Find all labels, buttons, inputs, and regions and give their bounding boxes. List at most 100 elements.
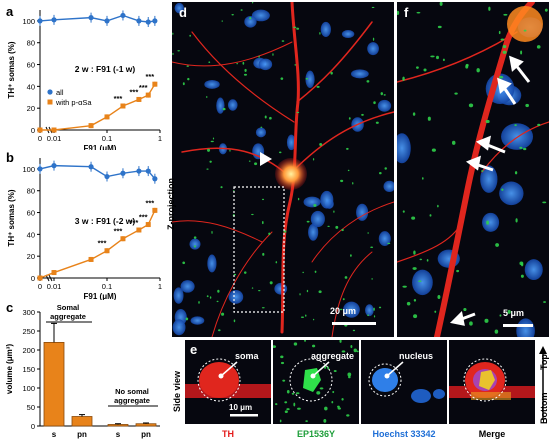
stain-dot: [426, 259, 429, 262]
stain-dot: [344, 276, 348, 279]
stain-dot: [280, 355, 284, 359]
stain-dot: [207, 254, 217, 273]
y-tick-label: 20: [27, 252, 35, 261]
stain-dot: [339, 340, 342, 343]
stain-dot: [254, 162, 258, 166]
x-tick-label: 0: [38, 282, 42, 291]
stain-dot: [303, 196, 321, 208]
y-tick-label: 150: [22, 365, 35, 374]
stain-dot: [383, 180, 394, 193]
stain-dot: [469, 321, 473, 326]
bar-label: s: [116, 430, 121, 439]
stain-dot: [217, 289, 220, 293]
stain-dot: [378, 306, 382, 309]
side-view-th: e soma 10 μm: [185, 340, 271, 424]
stain-dot: [284, 410, 288, 413]
stain-dot: [346, 147, 349, 150]
stain-dot: [397, 10, 400, 15]
stain-dot: [465, 64, 469, 69]
significance-stars: ***: [130, 218, 139, 227]
stain-dot: [216, 97, 225, 114]
stain-dot: [372, 37, 375, 41]
y-tick-label: 200: [22, 346, 35, 355]
side-view-ep1536y: aggregate: [273, 340, 359, 424]
stain-dot: [221, 20, 223, 22]
stain-dot: [269, 281, 273, 285]
stain-dot: [261, 221, 264, 225]
stain-dot: [233, 319, 236, 323]
panel-c-label: c: [6, 300, 14, 315]
stain-dot: [212, 137, 215, 140]
y-tick-label: 250: [22, 327, 35, 336]
x-axis-label: F91 (μM): [84, 144, 117, 150]
stain-dot: [210, 140, 214, 143]
stain-dot: [182, 261, 186, 265]
y-tick-label: 60: [27, 209, 35, 218]
stain-dot: [484, 318, 489, 323]
bar-label: pn: [141, 430, 151, 439]
stain-dot: [295, 392, 300, 395]
stain-dot: [498, 75, 504, 79]
stain-dot: [437, 204, 439, 208]
stain-dot: [280, 361, 285, 365]
stain-dot: [379, 171, 382, 175]
stain-dot: [427, 116, 431, 121]
stain-dot: [431, 148, 436, 152]
panel-e-label: e: [190, 342, 198, 357]
stain-dot: [320, 21, 331, 37]
stain-dot: [236, 62, 238, 65]
stain-dot: [177, 50, 180, 52]
stain-dot: [193, 245, 197, 248]
channel-merge-label: Merge: [478, 429, 506, 439]
stain-dot: [476, 68, 480, 73]
stain-dot: [536, 45, 541, 49]
stain-dot: [347, 169, 350, 172]
data-point: [88, 123, 94, 129]
stain-dot: [485, 119, 490, 124]
stain-dot: [488, 6, 491, 11]
data-point: [88, 15, 94, 21]
stain-dot: [416, 66, 419, 69]
stain-dot: [361, 113, 364, 116]
stain-dot: [172, 319, 186, 336]
stain-dot: [260, 126, 263, 129]
stain-dot: [319, 387, 324, 390]
legend-with-label: with p-αSa: [55, 98, 92, 107]
stain-dot: [520, 274, 524, 278]
stain-dot: [537, 123, 541, 126]
stain-dot: [397, 133, 411, 164]
data-point: [136, 18, 142, 24]
stain-dot: [402, 285, 407, 288]
stain-dot: [350, 344, 353, 349]
y-tick-label: 20: [27, 104, 35, 113]
stain-dot: [249, 17, 252, 20]
data-point: [88, 164, 94, 170]
stain-dot: [173, 287, 184, 304]
scale-bar-d: 20 μm: [330, 306, 357, 316]
stain-dot: [439, 2, 443, 6]
stain-dot: [293, 402, 296, 407]
y-tick-label: 0: [31, 126, 35, 135]
stain-dot: [542, 201, 547, 204]
stain-dot: [343, 301, 360, 318]
stain-dot: [373, 101, 376, 105]
stain-dot: [189, 34, 191, 37]
group1-label: Somal: [57, 303, 80, 312]
axis-top-label: Top: [539, 354, 549, 370]
stain-dot: [297, 407, 301, 410]
data-point: [145, 92, 151, 98]
axis-bottom-label: Bottom: [539, 392, 549, 425]
stain-dot: [306, 220, 310, 223]
y-tick-label: 50: [27, 403, 35, 412]
significance-stars: ***: [145, 198, 154, 207]
stain-dot: [193, 236, 197, 239]
stain-dot: [172, 32, 174, 35]
stain-dot: [515, 218, 518, 223]
data-point: [88, 256, 94, 262]
stain-dot: [380, 92, 384, 96]
stain-dot: [252, 2, 254, 4]
stain-dot: [275, 403, 278, 406]
legend-all-label: all: [56, 88, 64, 97]
stain-dot: [544, 8, 548, 12]
stain-dot: [299, 293, 301, 296]
